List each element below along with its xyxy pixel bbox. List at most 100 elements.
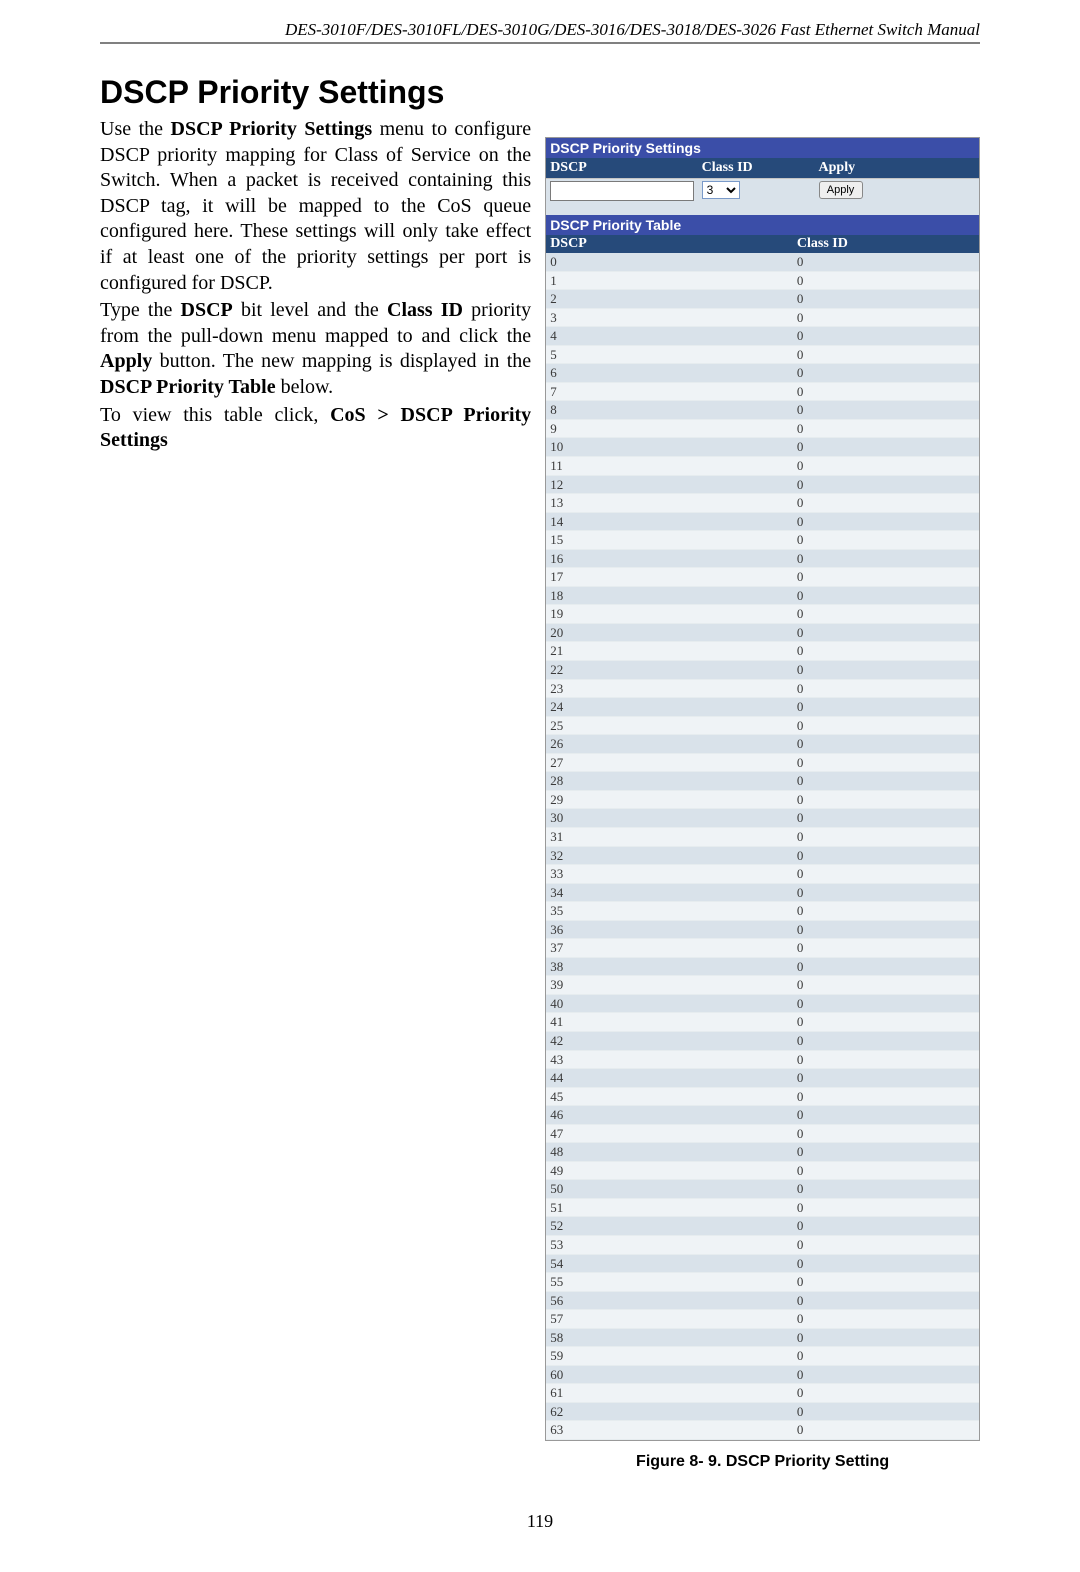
cell-class: 0 [793,1310,979,1329]
cell-dscp: 14 [546,513,793,532]
table-row: 370 [546,939,979,958]
class-id-select[interactable]: 3 [702,181,740,199]
table-row: 610 [546,1384,979,1403]
cell-class: 0 [793,1125,979,1144]
cell-dscp: 27 [546,754,793,773]
table-row: 310 [546,828,979,847]
table-row: 20 [546,290,979,309]
cell-dscp: 62 [546,1403,793,1422]
table-row: 40 [546,327,979,346]
cell-dscp: 29 [546,791,793,810]
cell-class: 0 [793,642,979,661]
cell-class: 0 [793,1384,979,1403]
cell-dscp: 3 [546,309,793,328]
cell-class: 0 [793,1292,979,1311]
cell-class: 0 [793,809,979,828]
table-row: 120 [546,476,979,495]
table-row: 620 [546,1403,979,1422]
cell-class: 0 [793,438,979,457]
cell-class: 0 [793,1162,979,1181]
table-row: 500 [546,1180,979,1199]
cell-class: 0 [793,1236,979,1255]
cell-dscp: 60 [546,1366,793,1385]
table-row: 100 [546,438,979,457]
cell-dscp: 57 [546,1310,793,1329]
table-row: 430 [546,1051,979,1070]
cell-class: 0 [793,346,979,365]
cell-class: 0 [793,457,979,476]
cell-dscp: 58 [546,1329,793,1348]
col-header-apply: Apply [815,158,979,178]
cell-dscp: 56 [546,1292,793,1311]
cell-class: 0 [793,272,979,291]
dscp-input[interactable] [550,181,693,201]
cell-dscp: 17 [546,568,793,587]
cell-dscp: 43 [546,1051,793,1070]
cell-dscp: 35 [546,902,793,921]
cell-dscp: 20 [546,624,793,643]
table-row: 90 [546,420,979,439]
panel-spacer [546,203,979,215]
cell-dscp: 24 [546,698,793,717]
table-row: 280 [546,772,979,791]
cell-dscp: 8 [546,401,793,420]
col-header-dscp: DSCP [546,158,697,178]
cell-class: 0 [793,902,979,921]
cell-class: 0 [793,568,979,587]
paragraph-3: To view this table click, CoS > DSCP Pri… [100,403,531,454]
cell-class: 0 [793,327,979,346]
table-row: 320 [546,847,979,866]
table-row: 50 [546,346,979,365]
cell-class: 0 [793,661,979,680]
cell-dscp: 52 [546,1217,793,1236]
cell-dscp: 18 [546,587,793,606]
cell-dscp: 53 [546,1236,793,1255]
cell-class: 0 [793,605,979,624]
table-row: 290 [546,791,979,810]
cell-class: 0 [793,1180,979,1199]
cell-dscp: 33 [546,865,793,884]
table-row: 410 [546,1013,979,1032]
cell-class: 0 [793,290,979,309]
cell-class: 0 [793,1217,979,1236]
table-row: 600 [546,1366,979,1385]
table-row: 550 [546,1273,979,1292]
cell-class: 0 [793,958,979,977]
table-row: 130 [546,494,979,513]
cell-dscp: 49 [546,1162,793,1181]
cell-dscp: 39 [546,976,793,995]
table-row: 330 [546,865,979,884]
cell-class: 0 [793,735,979,754]
table-row: 560 [546,1292,979,1311]
cell-dscp: 50 [546,1180,793,1199]
cell-class: 0 [793,513,979,532]
table-row: 450 [546,1088,979,1107]
table-row: 110 [546,457,979,476]
table-row: 300 [546,809,979,828]
table-row: 200 [546,624,979,643]
table-row: 340 [546,884,979,903]
cell-dscp: 15 [546,531,793,550]
table-row: 580 [546,1329,979,1348]
table-row: 440 [546,1069,979,1088]
apply-button[interactable]: Apply [819,181,863,199]
table-row: 250 [546,717,979,736]
cell-dscp: 48 [546,1143,793,1162]
cell-dscp: 40 [546,995,793,1014]
cell-class: 0 [793,1199,979,1218]
cell-class: 0 [793,531,979,550]
table-panel-title: DSCP Priority Table [546,215,979,235]
table-header-class: Class ID [793,235,979,253]
table-row: 460 [546,1106,979,1125]
cell-class: 0 [793,847,979,866]
figure-caption: Figure 8- 9. DSCP Priority Setting [545,1453,980,1471]
table-row: 150 [546,531,979,550]
table-row: 10 [546,272,979,291]
cell-class: 0 [793,494,979,513]
cell-class: 0 [793,1088,979,1107]
table-row: 190 [546,605,979,624]
cell-dscp: 41 [546,1013,793,1032]
cell-class: 0 [793,1143,979,1162]
cell-dscp: 45 [546,1088,793,1107]
table-row: 630 [546,1421,979,1440]
